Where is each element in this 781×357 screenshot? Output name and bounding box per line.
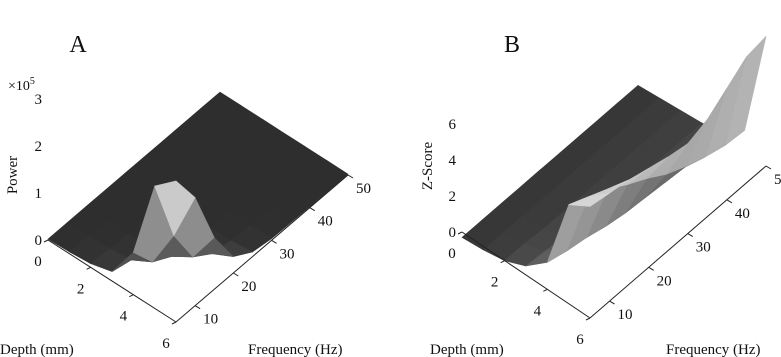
frequency-tick-mark	[765, 165, 772, 170]
panel-a-label: A	[69, 32, 87, 58]
frequency-tick-mark	[233, 272, 239, 277]
panel-b-z-axis-label: Z-Score	[420, 142, 436, 191]
depth-tick-mark	[171, 321, 177, 325]
depth-tick-mark	[585, 317, 591, 321]
frequency-tick-mark	[687, 233, 694, 237]
frequency-tick-mark	[194, 305, 201, 310]
panel-a-z-axis-label: Power	[5, 156, 21, 194]
panel-a-z-scale-base: ×10	[8, 79, 30, 94]
depth-tick-label: 4	[120, 309, 128, 325]
panel-b-y-axis-label: Frequency (Hz)	[666, 342, 761, 357]
panel-b: 024610203040500246 B Z-Score Depth (mm) …	[420, 32, 781, 357]
z-tick-label: 2	[35, 139, 43, 155]
frequency-tick-label: 40	[318, 214, 333, 230]
frequency-tick-label: 10	[618, 307, 633, 323]
panel-a-x-axis-label: Depth (mm)	[0, 342, 74, 357]
frequency-axis-line	[589, 165, 767, 319]
frequency-tick-mark	[309, 207, 316, 212]
panel-a-z-scale-exponent: 5	[30, 76, 35, 87]
surface-patch	[568, 192, 610, 207]
frequency-tick-mark	[648, 266, 654, 271]
depth-tick-mark	[500, 260, 505, 264]
depth-tick-mark	[129, 294, 134, 298]
depth-axis-line	[461, 231, 591, 319]
z-tick-label: 6	[449, 117, 457, 133]
z-tick-label: 3	[35, 92, 43, 108]
panel-b-x-axis-label: Depth (mm)	[430, 342, 504, 357]
depth-tick-label: 2	[491, 275, 499, 291]
frequency-tick-label: 40	[735, 206, 750, 222]
frequency-axis-line	[175, 174, 349, 323]
frequency-tick-label: 50	[774, 172, 781, 188]
frequency-tick-mark	[609, 300, 615, 305]
panel-b-ticks: 0 2 4 6 10 20 30 40 50 0 2 4 6	[448, 117, 781, 348]
frequency-tick-mark	[726, 199, 733, 204]
frequency-tick-label: 50	[356, 181, 371, 197]
depth-tick-mark	[86, 266, 91, 270]
panel-a-ticks: 0 2 4 6 10 20 30 40 50 0 1 2 3	[34, 92, 371, 352]
frequency-tick-label: 20	[241, 279, 256, 295]
panel-a-surface	[47, 91, 349, 272]
depth-tick-mark	[543, 288, 548, 292]
surface-patch	[154, 180, 196, 237]
frequency-tick-mark	[347, 174, 354, 179]
panel-a-y-axis-label: Frequency (Hz)	[248, 342, 343, 357]
z-tick-label: 4	[449, 153, 457, 169]
depth-tick-label: 2	[77, 281, 85, 297]
depth-tick-mark	[457, 231, 463, 235]
depth-tick-label: 6	[162, 336, 170, 352]
z-tick-label: 1	[35, 186, 43, 202]
z-tick-label: 0	[35, 233, 43, 249]
panel-a-z-scale-label: ×105	[8, 76, 35, 94]
frequency-tick-label: 10	[203, 312, 218, 328]
depth-axis-line	[47, 239, 177, 323]
frequency-tick-label: 20	[657, 273, 672, 289]
panel-b-surface	[461, 35, 767, 267]
frequency-tick-label: 30	[696, 240, 711, 256]
depth-tick-mark	[43, 239, 49, 243]
depth-tick-label: 0	[34, 254, 42, 270]
panel-a: 0 2 4 6 10 20 30 40 50 0 1 2 3 A Power ×105 Depth (m…	[0, 32, 371, 357]
depth-tick-label: 6	[576, 332, 584, 348]
depth-tick-label: 0	[448, 246, 456, 262]
panel-b-label: B	[504, 32, 520, 58]
frequency-tick-label: 30	[280, 246, 295, 262]
depth-tick-label: 4	[534, 303, 542, 319]
z-tick-label: 2	[449, 189, 457, 205]
z-tick-label: 0	[449, 225, 457, 241]
frequency-tick-mark	[271, 239, 277, 244]
